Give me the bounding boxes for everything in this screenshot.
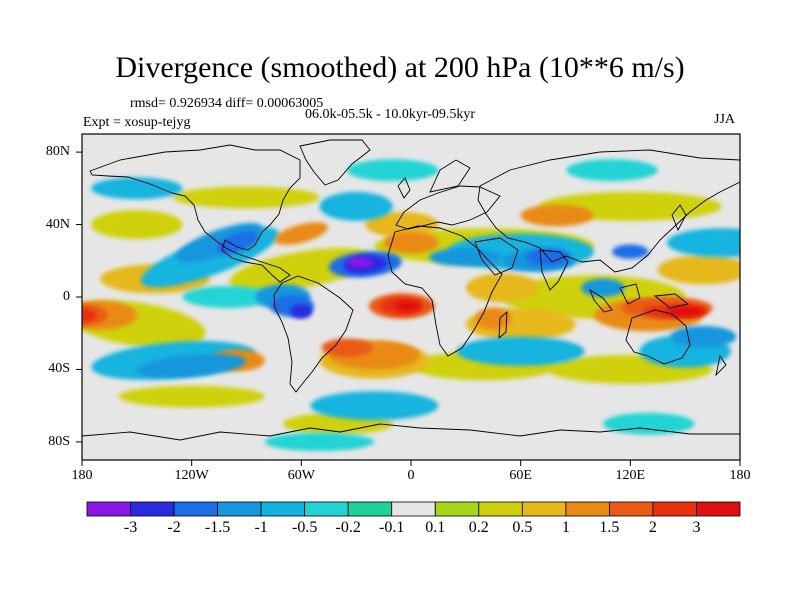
field-blob-15 xyxy=(365,211,439,238)
colorbar-label: -3 xyxy=(123,519,138,536)
field-blob-38 xyxy=(274,222,328,245)
colorbar-label: -2 xyxy=(167,519,181,536)
colorbar-swatch xyxy=(347,501,393,517)
field-blob-27 xyxy=(566,159,658,182)
field-blob-49 xyxy=(321,338,373,357)
field-blob-29 xyxy=(602,412,695,435)
colorbar-label: 0.1 xyxy=(425,519,446,536)
coast-asia xyxy=(477,149,740,273)
y-tick-label: 40S xyxy=(48,361,70,377)
field-blob-54 xyxy=(612,244,649,259)
colorbar-swatch xyxy=(304,501,349,517)
coast-new-zealand xyxy=(715,354,727,377)
coast-north-america xyxy=(89,144,301,283)
x-tick-label: 0 xyxy=(407,468,415,483)
colorbar-swatch xyxy=(434,501,480,517)
colorbar-label: 0.2 xyxy=(468,519,489,536)
field-blob-22 xyxy=(91,177,183,200)
colorbar-label: -0.2 xyxy=(335,519,361,536)
stats-text: rmsd= 0.926934 diff= 0.00063005 xyxy=(130,96,324,111)
coast-australia xyxy=(625,309,691,365)
y-tick-label: 0 xyxy=(63,289,70,304)
coast-south-america xyxy=(273,275,354,393)
season-label: JJA xyxy=(714,112,736,127)
field-blob-21 xyxy=(319,191,393,221)
field-blob-61 xyxy=(666,306,704,317)
colorbar-swatch xyxy=(260,501,306,517)
coast-japan xyxy=(671,204,687,232)
colorbar-swatch xyxy=(696,501,741,517)
field-blob-26 xyxy=(347,159,439,182)
x-tick-label: 60E xyxy=(509,468,532,483)
field-blob-40 xyxy=(137,353,247,378)
field-blob-23 xyxy=(456,336,585,366)
field-blob-13 xyxy=(657,255,740,285)
colorbar-swatch xyxy=(565,501,610,517)
coast-antarctica xyxy=(82,423,740,441)
coastlines xyxy=(82,139,740,441)
period-label: 06.0k-05.5k - 10.0kyr-09.5kyr xyxy=(305,107,476,122)
colorbar-label: 0.5 xyxy=(512,519,533,536)
field-blob-37 xyxy=(475,307,512,330)
field-blob-62 xyxy=(347,257,373,268)
chart-title: Divergence (smoothed) at 200 hPa (10**6 … xyxy=(115,51,685,84)
field-blob-43 xyxy=(581,278,625,297)
coast-borneo xyxy=(619,283,641,305)
y-tick-label: 80S xyxy=(48,433,70,449)
coast-scandinavia xyxy=(429,159,471,193)
coast-india xyxy=(539,249,569,291)
x-tick-label: 120W xyxy=(174,468,209,483)
x-tick-label: 180 xyxy=(71,468,93,483)
x-tick-label: 180 xyxy=(729,468,751,483)
field-blob-6 xyxy=(91,210,183,240)
coast-africa xyxy=(387,225,503,357)
colorbar-label: -0.1 xyxy=(379,519,405,536)
coast-sumatra xyxy=(589,288,613,313)
x-tick-label: 120E xyxy=(615,468,646,483)
field-blob-36 xyxy=(520,204,594,227)
colorbar-label: 1 xyxy=(561,519,570,536)
colorbar-label: -1.5 xyxy=(204,519,231,536)
field-blob-45 xyxy=(670,325,737,348)
coast-greenland xyxy=(299,139,371,186)
colorbar-swatch xyxy=(86,501,131,517)
y-tick-label: 80N xyxy=(45,144,70,160)
colorbar-label: 2 xyxy=(648,519,657,536)
field-blob-57 xyxy=(82,307,97,323)
colorbar-label: -0.5 xyxy=(291,519,318,536)
colorbar-swatch xyxy=(652,501,697,517)
coast-new-guinea xyxy=(653,293,690,309)
colorbar-swatch xyxy=(173,501,219,517)
coast-uk xyxy=(397,177,411,199)
colorbar-label: -1 xyxy=(254,519,268,536)
field-blob-8 xyxy=(118,385,265,408)
field-blob-34 xyxy=(383,231,439,254)
colorbar-swatch xyxy=(609,501,654,517)
field-blob-20 xyxy=(666,228,740,258)
field-blob-16 xyxy=(465,273,539,303)
coast-arabia xyxy=(474,237,519,276)
coast-madagascar xyxy=(498,310,508,340)
colorbar-label: 3 xyxy=(692,519,701,536)
field-blob-25 xyxy=(310,391,439,421)
experiment-label: Expt = xosup-tejyg xyxy=(83,115,191,130)
x-tick-label: 60W xyxy=(287,468,315,483)
field-blob-4 xyxy=(173,186,320,209)
colorbar-swatch xyxy=(130,501,175,517)
coast-europe xyxy=(395,185,501,230)
colorbar-swatch xyxy=(521,501,567,517)
colorbar-swatch xyxy=(478,501,523,517)
field-blob-28 xyxy=(264,432,375,451)
colorbar-label: 1.5 xyxy=(599,519,620,536)
colorbar-swatch xyxy=(391,501,436,517)
field-blob-59 xyxy=(290,304,313,319)
colorbar-swatch xyxy=(217,501,262,517)
field-blob-60 xyxy=(394,300,421,312)
field-blob-30 xyxy=(182,286,274,308)
y-tick-label: 40N xyxy=(45,216,70,232)
